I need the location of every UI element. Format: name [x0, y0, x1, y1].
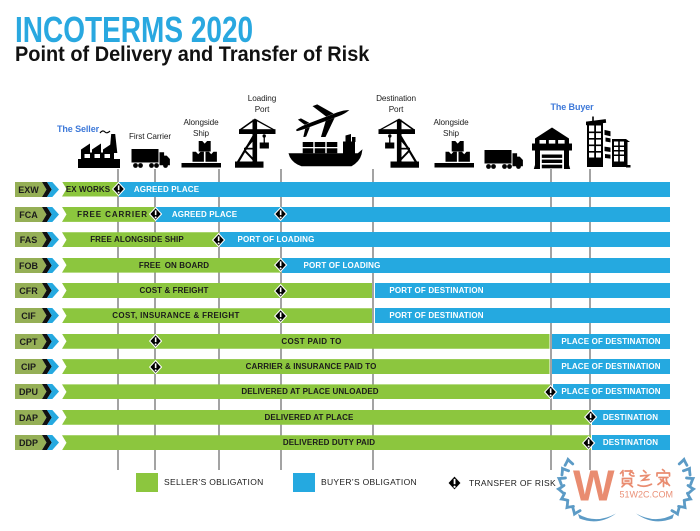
svg-text:CIF: CIF — [21, 311, 36, 321]
svg-text:FAS: FAS — [20, 235, 38, 245]
svg-text:DPU: DPU — [19, 387, 38, 397]
svg-text:FOB: FOB — [19, 261, 38, 271]
svg-text:CPT: CPT — [20, 337, 39, 347]
svg-text:DAP: DAP — [19, 413, 38, 423]
svg-text:CFR: CFR — [19, 286, 38, 296]
svg-text:EXW: EXW — [18, 185, 39, 195]
svg-text:CIP: CIP — [21, 362, 36, 372]
svg-text:W: W — [573, 462, 615, 511]
svg-text:DDP: DDP — [19, 438, 38, 448]
svg-text:51W2C.COM: 51W2C.COM — [620, 490, 674, 500]
svg-text:FCA: FCA — [19, 210, 38, 220]
